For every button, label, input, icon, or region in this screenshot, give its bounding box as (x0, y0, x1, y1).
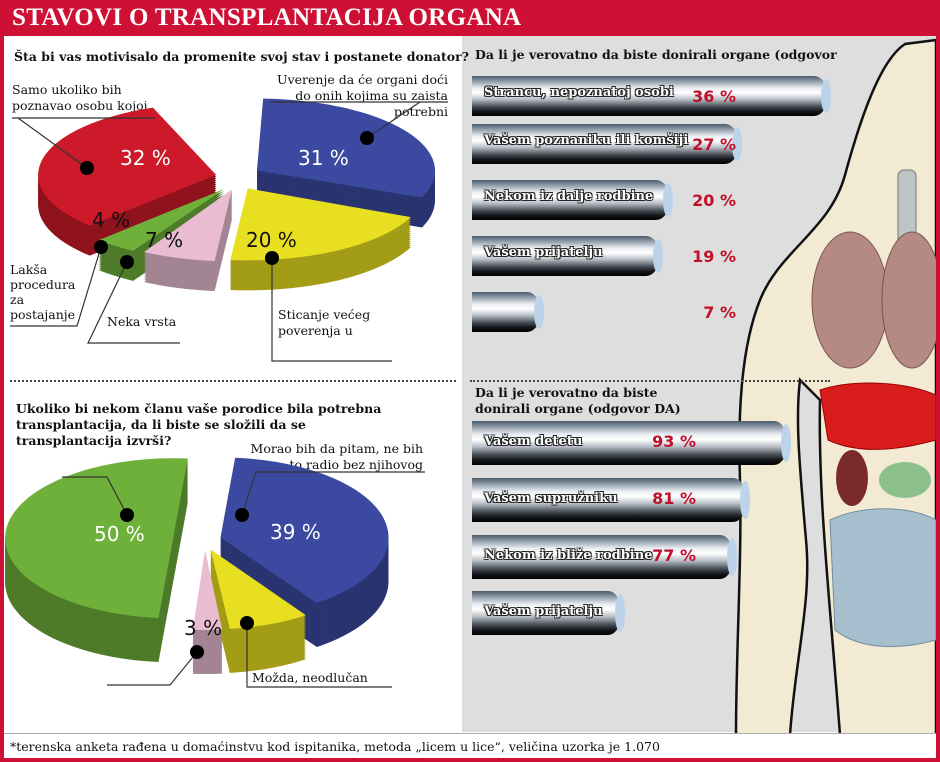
pie1-value-red: 32 % (120, 146, 171, 170)
marker-dot (120, 508, 134, 522)
leader-line (10, 246, 102, 327)
bar-value-label: 19 % (692, 247, 736, 266)
bar-label: Vašem poznaniku ili komšiji (484, 133, 689, 148)
leader-line (271, 258, 392, 362)
pie1-label-pink: Neka vrsta (107, 314, 177, 329)
bar: Vašem prijatelju (472, 236, 664, 276)
bar-value-label: 27 % (692, 135, 736, 154)
pie2-value-green: 50 % (94, 522, 145, 546)
page-title: STAVOVI O TRANSPLANTACIJA ORGANA (12, 4, 522, 31)
pie2-value-blue: 39 % (270, 520, 321, 544)
pie2-slice (192, 549, 223, 630)
pie2-slice (5, 458, 188, 618)
bar: Vašem detetu (472, 421, 792, 465)
bar-label: Vašem prijatelju (484, 245, 603, 260)
pie2-slice (220, 457, 389, 603)
leader-line (246, 623, 392, 688)
marker-dot (190, 645, 204, 659)
pie-charts (5, 98, 448, 688)
bar: Nekom iz dalje rodbine (472, 180, 673, 220)
marker-dot (94, 240, 108, 254)
stomach (879, 462, 931, 498)
bar-value-label: 93 % (652, 432, 696, 451)
pie2-label-yellow: Možda, neodlučan (252, 670, 368, 685)
bar (472, 292, 545, 332)
bar: Strancu, nepoznatoj osobi (472, 76, 832, 116)
bar-label: Vašem supružniku (484, 491, 618, 506)
bar-value-label: 36 % (692, 87, 736, 106)
leader-line (62, 476, 128, 516)
header-bar: STAVOVI O TRANSPLANTACIJA ORGANA (0, 0, 940, 36)
pie1-value-green: 4 % (92, 208, 131, 232)
bar-label: Vašem prijatelju (484, 604, 603, 619)
marker-dot (240, 616, 254, 630)
section-divider (470, 380, 830, 382)
pie1-value-pink: 7 % (145, 228, 184, 252)
bar-label: Strancu, nepoznatoj osobi (484, 85, 674, 100)
pie2-label-blue: Morao bih da pitam, ne bih to radio bez … (250, 441, 423, 472)
pie1-value-blue: 31 % (298, 146, 349, 170)
marker-dot (235, 508, 249, 522)
pie1-label-blue: Uverenje da će organi doći do onih kojim… (277, 72, 448, 119)
bar-value-label: 81 % (652, 489, 696, 508)
bar: Vašem prijatelju (472, 591, 625, 635)
marker-dot (80, 161, 94, 175)
pie1-question: Šta bi vas motivisalo da promenite svoj … (14, 49, 469, 64)
bar-value-label: 7 % (703, 303, 736, 322)
pie2-question: Ukoliko bi nekom članu vaše porodice bil… (16, 401, 382, 448)
leader-line (270, 101, 448, 139)
pie1-slice (38, 107, 217, 226)
bar1-title: Da li je verovatno da biste donirali org… (475, 47, 837, 62)
pie2-slice (210, 549, 306, 629)
marker-dot (120, 255, 134, 269)
bar2-title: Da li je verovatno da biste donirali org… (475, 385, 681, 416)
pie1-slice (256, 98, 435, 198)
pie1-label-green: Lakša procedura za postajanje (10, 262, 76, 322)
pie1-slice (144, 189, 233, 262)
marker-dot (360, 131, 374, 145)
bar: Vašem supružniku (472, 478, 751, 522)
kidney (836, 450, 868, 506)
right-lung (881, 231, 940, 369)
section-divider (10, 380, 456, 382)
bar-label: Nekom iz dalje rodbine (484, 189, 654, 204)
bar: Nekom iz bliže rodbine (472, 535, 737, 579)
pie1-label-yellow: Sticanje većeg poverenja u (278, 307, 371, 338)
marker-dot (265, 251, 279, 265)
footnote: *terenska anketa rađena u domaćinstvu ko… (10, 739, 660, 754)
bar-label: Vašem detetu (484, 434, 583, 449)
leader-line (12, 117, 155, 169)
bar: Vašem poznaniku ili komšiji (472, 124, 743, 164)
bar-value-label: 20 % (692, 191, 736, 210)
bar-value-label: 77 % (652, 546, 696, 565)
leader-line (87, 261, 180, 344)
leader-line (107, 651, 198, 686)
pie2-value-pink: 3 % (184, 616, 223, 640)
pie1-slice (98, 189, 225, 251)
bar-label: Nekom iz bliže rodbine (484, 548, 653, 563)
pie1-label-red: Samo ukoliko bih poznavao osobu kojoj (12, 82, 148, 113)
pie1-slice (230, 188, 411, 261)
leader-line (241, 471, 425, 516)
footer: *terenska anketa rađena u domaćinstvu ko… (4, 733, 936, 758)
pie1-value-yellow: 20 % (246, 228, 297, 252)
